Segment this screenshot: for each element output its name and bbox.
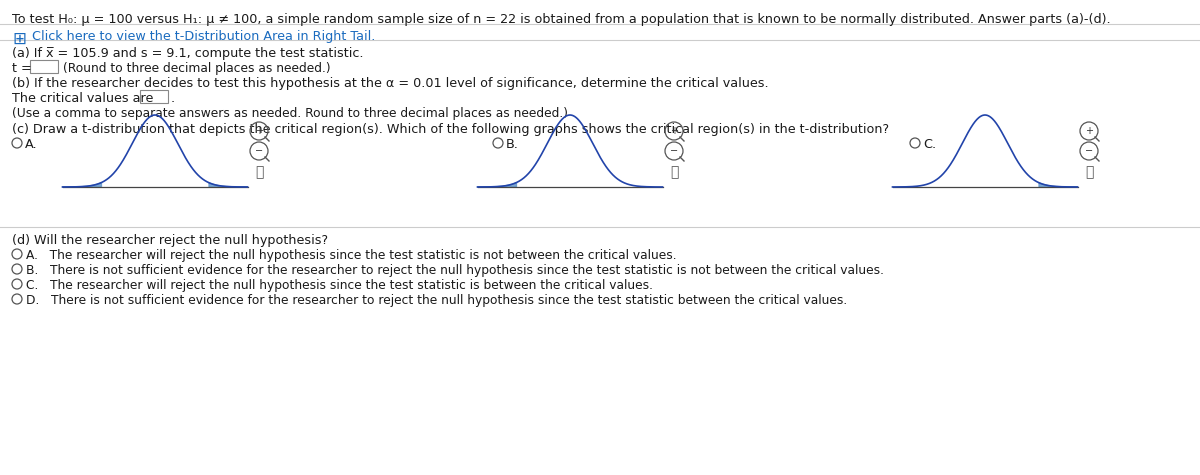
- Text: (Round to three decimal places as needed.): (Round to three decimal places as needed…: [64, 62, 331, 75]
- Text: C.   The researcher will reject the null hypothesis since the test statistic is : C. The researcher will reject the null h…: [26, 279, 653, 292]
- Polygon shape: [62, 182, 102, 187]
- Text: ⧉: ⧉: [254, 165, 263, 179]
- Text: D.   There is not sufficient evidence for the researcher to reject the null hypo: D. There is not sufficient evidence for …: [26, 294, 847, 307]
- Text: To test H₀: μ = 100 versus H₁: μ ≠ 100, a simple random sample size of n = 22 is: To test H₀: μ = 100 versus H₁: μ ≠ 100, …: [12, 13, 1111, 26]
- Text: ⧉: ⧉: [670, 165, 678, 179]
- Text: +: +: [1085, 126, 1093, 136]
- Text: The critical values are: The critical values are: [12, 92, 154, 105]
- Text: t =: t =: [12, 62, 31, 75]
- Text: (b) If the researcher decides to test this hypothesis at the α = 0.01 level of s: (b) If the researcher decides to test th…: [12, 77, 769, 90]
- Text: ⊞: ⊞: [12, 30, 26, 48]
- Polygon shape: [209, 183, 247, 187]
- FancyBboxPatch shape: [140, 90, 168, 103]
- Polygon shape: [478, 182, 516, 187]
- Text: −: −: [254, 146, 263, 156]
- Text: −: −: [1085, 146, 1093, 156]
- Text: Click here to view the t-Distribution Area in Right Tail.: Click here to view the t-Distribution Ar…: [28, 30, 376, 43]
- Polygon shape: [1039, 183, 1078, 187]
- Text: (d) Will the researcher reject the null hypothesis?: (d) Will the researcher reject the null …: [12, 234, 328, 247]
- Text: +: +: [670, 126, 678, 136]
- Text: (c) Draw a t-distribution that depicts the critical region(s). Which of the foll: (c) Draw a t-distribution that depicts t…: [12, 123, 889, 136]
- Text: (Use a comma to separate answers as needed. Round to three decimal places as nee: (Use a comma to separate answers as need…: [12, 107, 568, 120]
- FancyBboxPatch shape: [30, 60, 58, 73]
- Text: B.: B.: [506, 138, 518, 151]
- Text: −: −: [670, 146, 678, 156]
- Text: ⧉: ⧉: [1085, 165, 1093, 179]
- Text: C.: C.: [923, 138, 936, 151]
- Text: (a) If x̅ = 105.9 and s = 9.1, compute the test statistic.: (a) If x̅ = 105.9 and s = 9.1, compute t…: [12, 47, 364, 60]
- Text: +: +: [256, 126, 263, 136]
- Text: A.   The researcher will reject the null hypothesis since the test statistic is : A. The researcher will reject the null h…: [26, 249, 677, 262]
- Text: .: .: [172, 92, 175, 105]
- Text: B.   There is not sufficient evidence for the researcher to reject the null hypo: B. There is not sufficient evidence for …: [26, 264, 884, 277]
- Text: A.: A.: [25, 138, 37, 151]
